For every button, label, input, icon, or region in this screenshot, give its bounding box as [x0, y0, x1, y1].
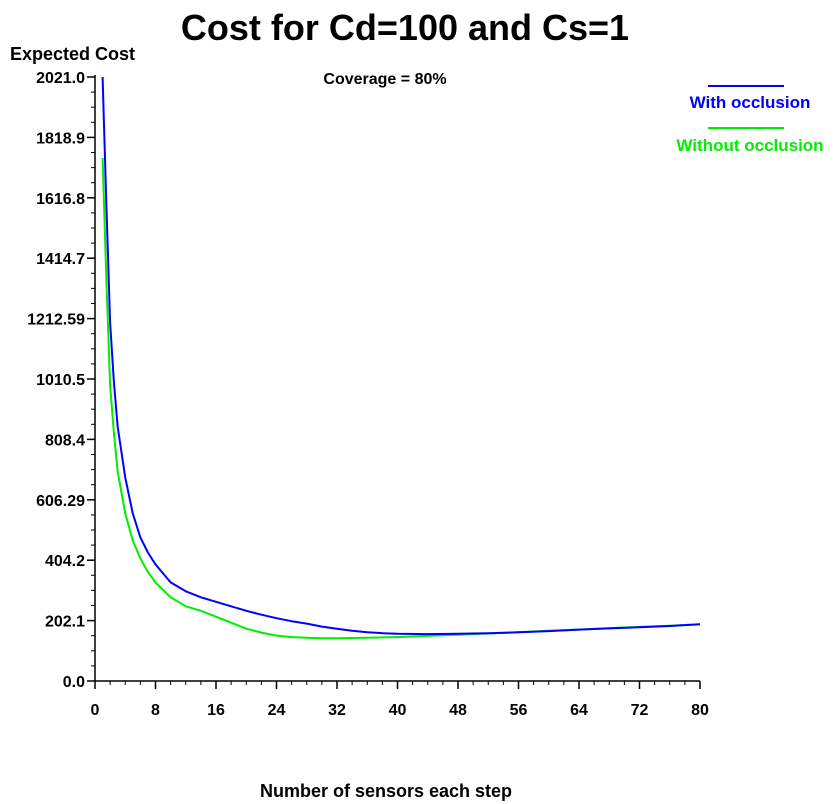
coverage-annotation: Coverage = 80%	[323, 71, 446, 88]
y-tick-label: 1212.59	[27, 312, 85, 329]
x-tick-label: 40	[389, 702, 407, 719]
x-axis-label: Number of sensors each step	[260, 781, 512, 801]
y-tick-label: 1616.8	[36, 191, 85, 208]
x-tick-label: 80	[691, 702, 709, 719]
series-line-without-occlusion	[103, 158, 700, 638]
chart-title: Cost for Cd=100 and Cs=1	[181, 7, 629, 48]
y-axis-label: Expected Cost	[10, 44, 135, 64]
y-tick-label: 202.1	[45, 614, 85, 631]
legend-label-with-occlusion: With occlusion	[690, 93, 811, 112]
y-tick-label: 404.2	[45, 553, 85, 570]
x-tick-label: 48	[449, 702, 467, 719]
series-layer	[103, 77, 700, 638]
x-tick-label: 16	[207, 702, 225, 719]
y-tick-label: 0.0	[63, 674, 85, 691]
legend: With occlusion Without occlusion	[676, 86, 823, 155]
x-tick-label: 8	[151, 702, 160, 719]
x-tick-label: 64	[570, 702, 588, 719]
series-line-with-occlusion	[103, 77, 700, 634]
axes: 0 8 16 24 32 40 48 56 64 72 80 0.0 202.1 404.2 606.29 8…	[27, 70, 709, 719]
x-tick-label: 24	[268, 702, 286, 719]
y-tick-label: 808.4	[45, 432, 85, 449]
y-tick-label: 1010.5	[36, 372, 85, 389]
x-tick-label: 32	[328, 702, 346, 719]
y-tick-label: 2021.0	[36, 70, 85, 87]
y-tick-label: 606.29	[36, 493, 85, 510]
y-tick-label: 1818.9	[36, 130, 85, 147]
x-tick-label: 72	[631, 702, 649, 719]
x-tick-label: 0	[91, 702, 100, 719]
legend-label-without-occlusion: Without occlusion	[676, 136, 823, 155]
x-tick-label: 56	[510, 702, 528, 719]
y-tick-label: 1414.7	[36, 251, 85, 268]
